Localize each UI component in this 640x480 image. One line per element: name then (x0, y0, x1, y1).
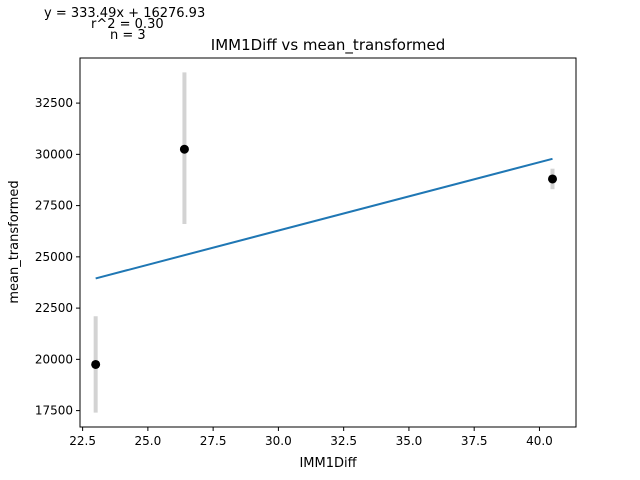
data-point-1 (91, 359, 101, 369)
x-tick-label: 27.5 (200, 434, 227, 448)
y-axis-label: mean_transformed (7, 180, 22, 303)
y-tick-label: 27500 (35, 199, 73, 213)
plot-area: 22.5 25.0 27.5 30.0 32.5 35.0 37.5 40.0 17500 200… (35, 72, 558, 448)
n-annotation: n = 3 (110, 28, 146, 43)
x-tick-label: 35.0 (396, 434, 423, 448)
x-tick-label: 40.0 (526, 434, 553, 448)
equation-annotation: y = 333.49x + 16276.93 (44, 6, 205, 21)
x-axis-label: IMM1Diff (299, 456, 357, 471)
x-tick-label: 22.5 (69, 434, 96, 448)
y-tick-label: 20000 (35, 352, 73, 366)
data-point-2 (179, 144, 189, 154)
y-tick-label: 22500 (35, 301, 73, 315)
y-tick-label: 30000 (35, 147, 73, 161)
y-tick-label: 32500 (35, 96, 73, 110)
r-squared-annotation: r^2 = 0.30 (91, 17, 164, 32)
axes-frame (79, 57, 577, 428)
x-tick-label: 25.0 (135, 434, 162, 448)
chart-title: IMM1Diff vs mean_transformed (211, 36, 445, 55)
x-tick-label: 37.5 (461, 434, 488, 448)
data-point-3 (548, 174, 558, 184)
y-tick-label: 17500 (35, 404, 73, 418)
x-tick-label: 32.5 (330, 434, 357, 448)
x-tick-label: 30.0 (265, 434, 292, 448)
fit-line (95, 157, 553, 280)
y-tick-label: 25000 (35, 250, 73, 264)
